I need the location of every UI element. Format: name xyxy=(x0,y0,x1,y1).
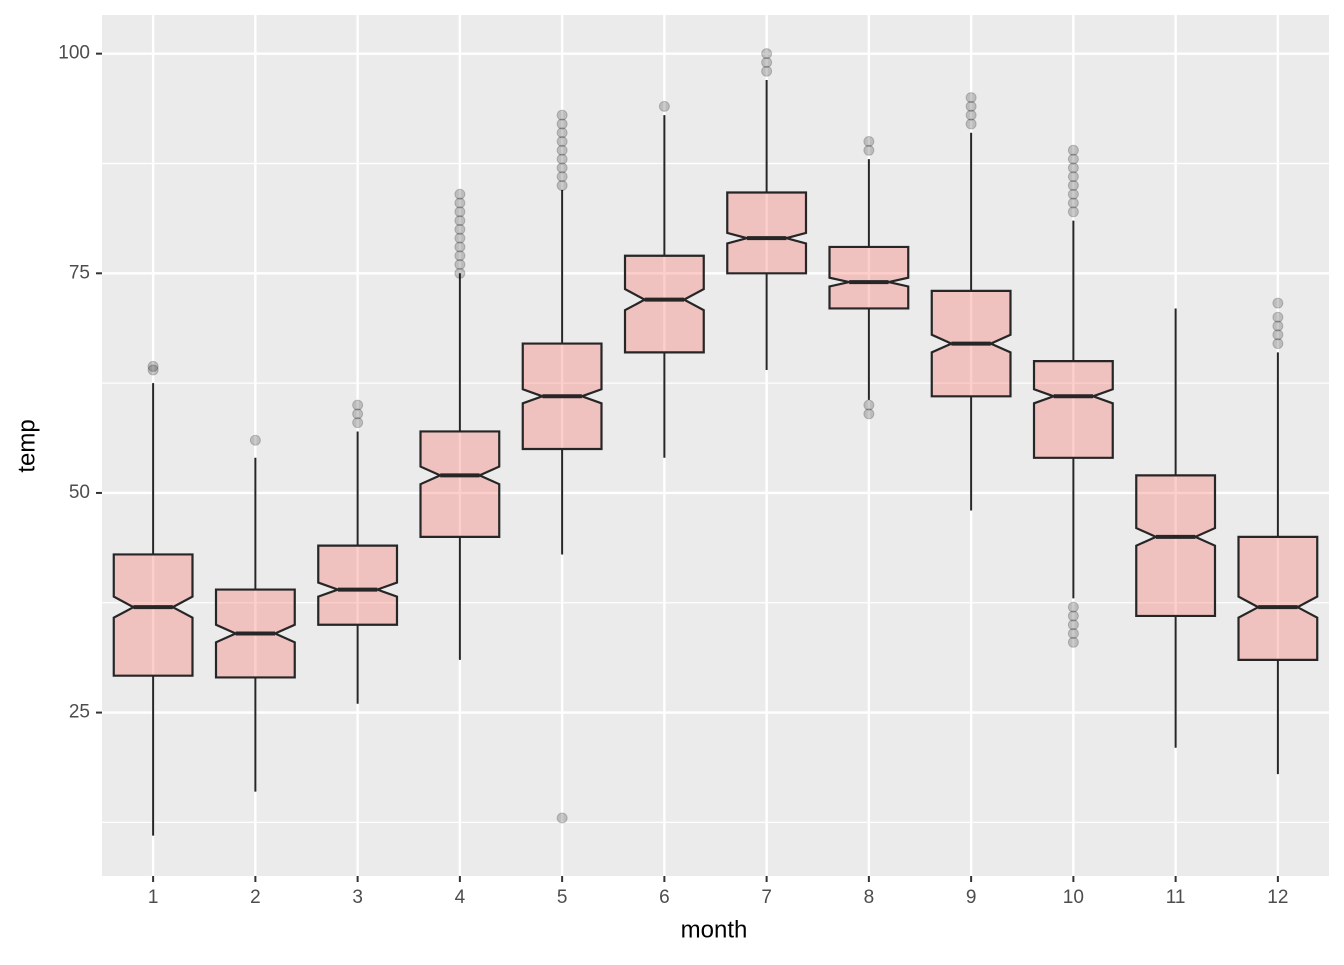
outlier xyxy=(863,144,875,156)
outlier xyxy=(352,399,364,411)
outlier xyxy=(761,65,773,77)
x-tick-label: 8 xyxy=(864,887,875,908)
outlier xyxy=(965,109,977,121)
outlier xyxy=(352,408,364,420)
outlier xyxy=(1067,628,1079,640)
box xyxy=(623,254,705,354)
y-tick-label: 75 xyxy=(69,262,90,283)
outlier xyxy=(556,136,568,148)
box xyxy=(828,245,910,310)
box xyxy=(112,553,194,677)
outlier xyxy=(1067,162,1079,174)
y-axis-title: temp xyxy=(13,419,40,472)
outlier xyxy=(1067,206,1079,218)
outlier xyxy=(454,188,466,200)
x-tick-label: 5 xyxy=(557,887,568,908)
x-tick-label: 11 xyxy=(1166,887,1186,908)
outlier xyxy=(658,100,670,112)
outlier xyxy=(863,399,875,411)
outlier xyxy=(556,109,568,121)
outlier xyxy=(1272,338,1284,350)
outlier xyxy=(352,417,364,429)
x-axis-title: month xyxy=(681,916,748,943)
outlier xyxy=(1067,171,1079,183)
outlier xyxy=(454,241,466,253)
outlier xyxy=(556,153,568,165)
outlier xyxy=(1272,311,1284,323)
outlier xyxy=(863,408,875,420)
outlier xyxy=(556,118,568,130)
outlier xyxy=(863,136,875,148)
x-tick-label: 12 xyxy=(1267,887,1288,908)
box xyxy=(1135,474,1217,618)
outlier xyxy=(1067,619,1079,631)
x-tick-label: 9 xyxy=(966,887,977,908)
box xyxy=(317,544,399,626)
outlier xyxy=(147,360,159,372)
outlier xyxy=(965,100,977,112)
outlier xyxy=(556,144,568,156)
outlier xyxy=(1272,329,1284,341)
outlier xyxy=(556,127,568,139)
outlier xyxy=(1067,636,1079,648)
outlier xyxy=(556,171,568,183)
x-tick-label: 7 xyxy=(761,887,772,908)
outlier xyxy=(454,197,466,209)
outlier xyxy=(454,250,466,262)
outlier xyxy=(454,223,466,235)
outlier xyxy=(965,92,977,104)
outlier xyxy=(454,206,466,218)
outlier xyxy=(556,162,568,174)
outlier xyxy=(454,215,466,227)
outlier xyxy=(965,118,977,130)
outlier xyxy=(1067,197,1079,209)
outlier xyxy=(556,179,568,191)
outlier xyxy=(249,434,261,446)
outlier xyxy=(761,56,773,68)
box xyxy=(419,430,501,538)
x-tick-label: 3 xyxy=(352,887,363,908)
x-tick-label: 1 xyxy=(148,887,159,908)
outlier xyxy=(454,232,466,244)
panel xyxy=(102,15,1329,876)
outlier xyxy=(1067,188,1079,200)
box xyxy=(726,191,808,275)
x-tick-label: 4 xyxy=(455,887,466,908)
outlier xyxy=(1272,320,1284,332)
outlier xyxy=(1067,179,1079,191)
outlier xyxy=(147,364,159,376)
box xyxy=(1032,360,1114,459)
outlier xyxy=(1272,297,1284,309)
outlier xyxy=(454,259,466,271)
x-tick-label: 6 xyxy=(659,887,670,908)
outlier xyxy=(1067,144,1079,156)
outlier xyxy=(454,267,466,279)
outlier xyxy=(761,48,773,60)
box xyxy=(1237,535,1319,661)
x-tick-label: 2 xyxy=(250,887,261,908)
y-tick-label: 25 xyxy=(69,702,90,723)
y-tick-label: 100 xyxy=(58,43,90,64)
y-tick-label: 50 xyxy=(69,482,90,503)
outlier xyxy=(556,812,568,824)
outlier xyxy=(1067,601,1079,613)
x-tick-label: 10 xyxy=(1063,887,1084,908)
outlier xyxy=(1067,610,1079,622)
outlier xyxy=(1067,153,1079,165)
